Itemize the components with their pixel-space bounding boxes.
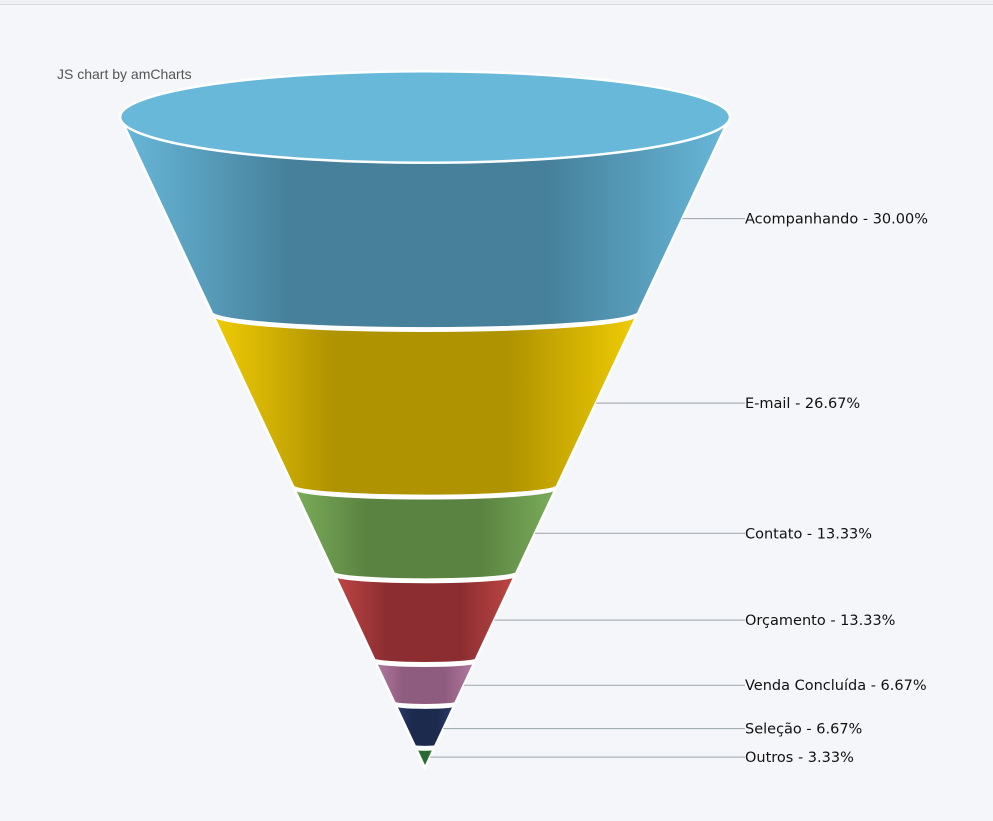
segment-label-6: Outros - 3.33% [745, 750, 854, 766]
segment-label-2: Contato - 13.33% [745, 526, 872, 542]
chart-credit[interactable]: JS chart by amCharts [57, 66, 192, 82]
funnel-segment-5[interactable] [394, 704, 456, 749]
segment-label-4: Venda Concluída - 6.67% [745, 678, 927, 694]
segment-label-5: Seleção - 6.67% [745, 722, 862, 738]
funnel-labels: Acompanhando - 30.00% E-mail - 26.67% Cont… [430, 212, 928, 766]
segment-label-3: Orçamento - 13.33% [745, 613, 895, 629]
funnel-segment-1[interactable] [211, 314, 639, 498]
funnel-segment-3[interactable] [333, 574, 517, 665]
funnel-segment-6[interactable] [414, 747, 436, 771]
segment-label-0: Acompanhando - 30.00% [745, 212, 928, 228]
funnel-segment-4[interactable] [374, 661, 476, 707]
funnel-segments [118, 116, 732, 771]
funnel-segment-2[interactable] [292, 487, 558, 581]
funnel-top-ellipse [118, 70, 732, 164]
segment-label-1: E-mail - 26.67% [745, 396, 860, 412]
funnel-top-cap [118, 70, 732, 164]
top-border [0, 0, 993, 5]
